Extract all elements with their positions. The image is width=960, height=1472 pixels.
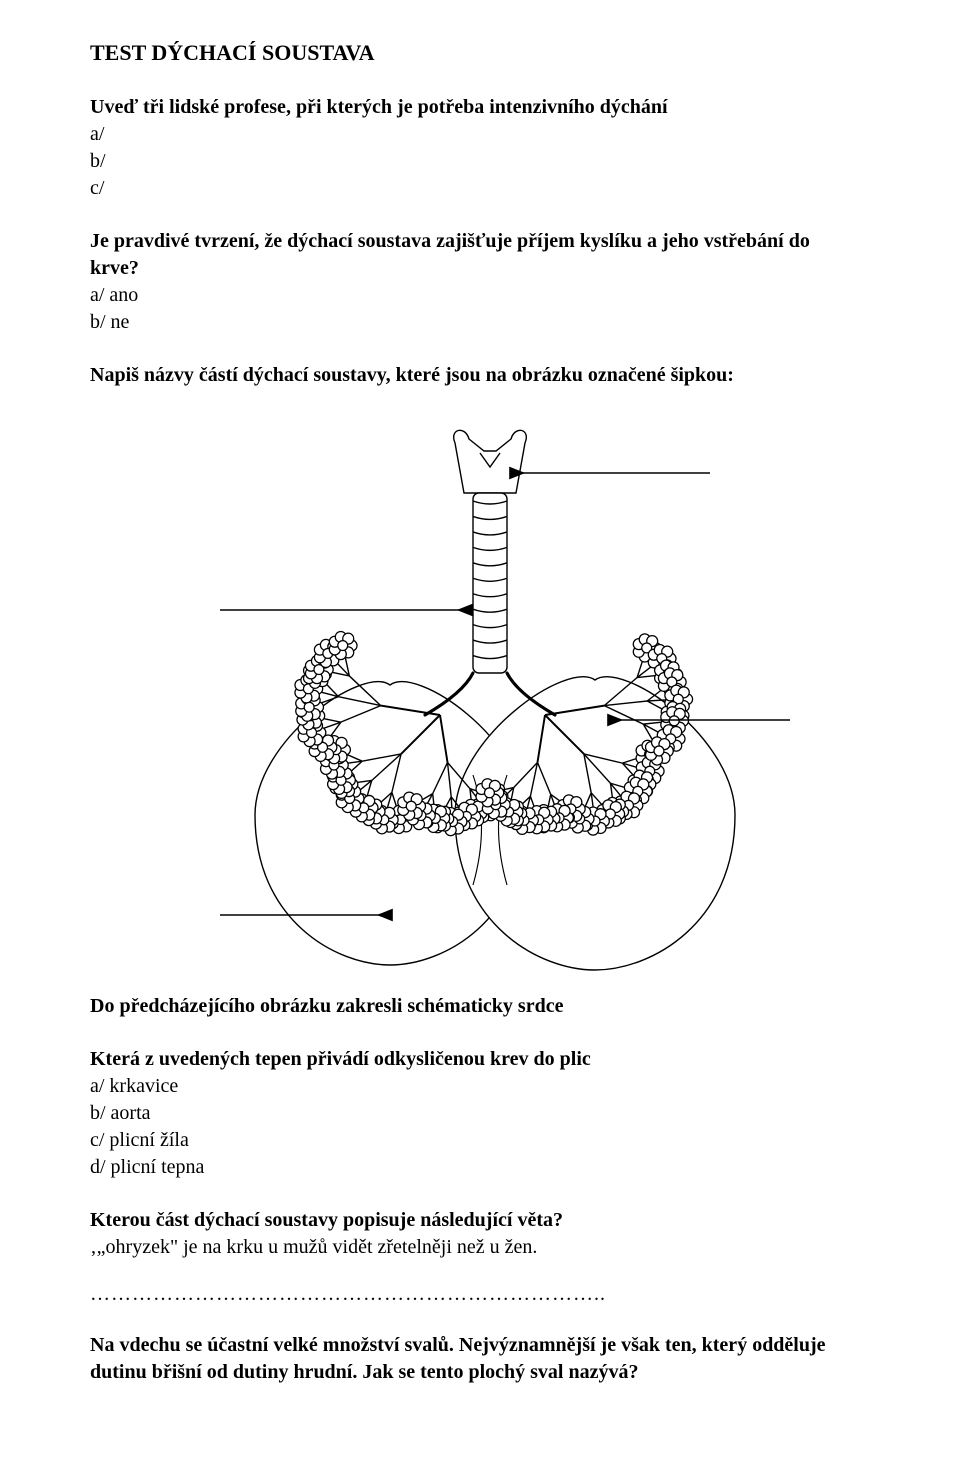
q2-option-b: b/ ne [90,309,870,336]
q5-option-c: c/ plicní žíla [90,1127,870,1154]
q6-answer-line: ……………………………………………………………….. [90,1283,870,1306]
question-1: Uveď tři lidské profese, při kterých je … [90,94,870,202]
q1-prompt: Uveď tři lidské profese, při kterých je … [90,94,870,121]
question-4: Do předcházejícího obrázku zakresli sché… [90,993,870,1020]
question-3: Napiš názvy částí dýchací soustavy, kter… [90,362,870,389]
q5-option-b: b/ aorta [90,1100,870,1127]
q4-prompt: Do předcházejícího obrázku zakresli sché… [90,993,870,1020]
q3-prompt: Napiš názvy částí dýchací soustavy, kter… [90,362,870,389]
question-6: Kterou část dýchací soustavy popisuje ná… [90,1207,870,1306]
q6-sentence: ‚„ohryzek" je na krku u mužů vidět zřete… [90,1234,870,1261]
q5-option-d: d/ plicní tepna [90,1154,870,1181]
respiratory-diagram [90,415,870,975]
question-7: Na vdechu se účastní velké množství sval… [90,1332,870,1386]
q5-option-a: a/ krkavice [90,1073,870,1100]
q6-prompt: Kterou část dýchací soustavy popisuje ná… [90,1207,870,1234]
q1-option-a: a/ [90,121,870,148]
question-2: Je pravdivé tvrzení, že dýchací soustava… [90,228,870,336]
worksheet-page: TEST DÝCHACÍ SOUSTAVA Uveď tři lidské pr… [0,0,960,1472]
q2-prompt-line2: krve? [90,255,870,282]
q1-option-b: b/ [90,148,870,175]
q2-prompt-line1: Je pravdivé tvrzení, že dýchací soustava… [90,228,870,255]
q2-option-a: a/ ano [90,282,870,309]
respiratory-diagram-svg [90,415,870,975]
q1-option-c: c/ [90,175,870,202]
q7-line1: Na vdechu se účastní velké množství sval… [90,1332,870,1359]
q7-line2: dutinu břišní od dutiny hrudní. Jak se t… [90,1359,870,1386]
page-title: TEST DÝCHACÍ SOUSTAVA [90,40,870,66]
q5-prompt: Která z uvedených tepen přivádí odkyslič… [90,1046,870,1073]
question-5: Která z uvedených tepen přivádí odkyslič… [90,1046,870,1181]
